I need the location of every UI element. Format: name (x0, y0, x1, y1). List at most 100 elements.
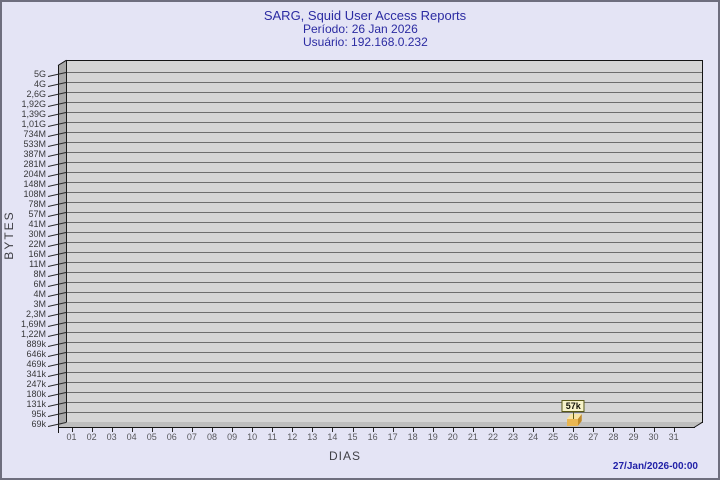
x-tick-label: 05 (146, 432, 157, 442)
x-tick-label: 02 (86, 432, 97, 442)
y-tick-label: 78M (28, 199, 46, 209)
gridline (67, 372, 702, 373)
x-tick-mark (312, 428, 314, 432)
y-tick-label: 57M (28, 209, 46, 219)
x-tick-label: 25 (548, 432, 559, 442)
gridline (67, 92, 702, 93)
x-tick-mark (472, 428, 474, 432)
y-tick-label: 69k (31, 419, 46, 429)
gridline (67, 382, 702, 383)
y-tick-label: 180k (26, 389, 46, 399)
x-tick-label: 31 (668, 432, 679, 442)
gridline (67, 272, 702, 273)
y-tick-label: 2,6G (26, 89, 46, 99)
x-tick-mark (352, 428, 354, 432)
x-tick-mark (452, 428, 454, 432)
x-tick-label: 17 (387, 432, 398, 442)
y-tick-label: 4M (33, 289, 46, 299)
y-tick-label: 889k (26, 339, 46, 349)
gridline (67, 212, 702, 213)
x-tick-label: 07 (186, 432, 197, 442)
bar[interactable] (566, 419, 578, 426)
bar-value-annotation: 57k (561, 400, 585, 412)
gridline (67, 162, 702, 163)
gridline (67, 182, 702, 183)
x-tick-label: 19 (427, 432, 438, 442)
gridline (67, 362, 702, 363)
gridline (67, 72, 702, 73)
gridline (67, 102, 702, 103)
y-tick-label: 95k (31, 409, 46, 419)
x-tick-mark (553, 428, 555, 432)
x-tick-mark (111, 428, 113, 432)
x-tick-label: 12 (287, 432, 298, 442)
y-tick-label: 646k (26, 349, 46, 359)
y-tick-label: 108M (23, 189, 46, 199)
annotation-connector (573, 411, 575, 419)
x-axis-title: DIAS (328, 449, 361, 463)
x-tick-mark (272, 428, 274, 432)
bar-top-face (566, 414, 582, 419)
gridline (67, 132, 702, 133)
y-tick-label: 4G (33, 79, 46, 89)
gridline (67, 392, 702, 393)
report-user: Usuário: 192.168.0.232 (303, 35, 428, 49)
x-tick-mark (292, 428, 294, 432)
x-tick-mark (593, 428, 595, 432)
gridline (67, 172, 702, 173)
y-tick-label: 2,3M (25, 309, 46, 319)
gridline (67, 342, 702, 343)
x-tick-label: 21 (467, 432, 478, 442)
gridline (67, 242, 702, 243)
gridline (67, 322, 702, 323)
x-tick-mark (412, 428, 414, 432)
bar-side-face (577, 414, 582, 426)
gridline (67, 142, 702, 143)
x-tick-mark (513, 428, 514, 432)
gridline (67, 112, 702, 113)
x-tick-label: 13 (307, 432, 318, 442)
gridline (67, 152, 702, 153)
x-tick-mark (191, 428, 193, 432)
x-tick-label: 03 (106, 432, 117, 442)
y-tick-label: 16M (28, 249, 46, 259)
x-tick-mark (493, 428, 494, 432)
x-tick-label: 14 (327, 432, 338, 442)
x-tick-mark (392, 428, 394, 432)
x-tick-mark (212, 428, 213, 432)
gridline (67, 412, 702, 413)
x-tick-mark (332, 428, 334, 432)
y-tick-label: 533M (23, 139, 46, 149)
gridline (67, 192, 702, 193)
y-tick-label: 6M (33, 279, 46, 289)
y-tick-label: 148M (23, 179, 46, 189)
chart-floor (58, 422, 702, 427)
gridline (67, 232, 702, 233)
y-tick-label: 41M (28, 219, 46, 229)
x-tick-mark (252, 428, 254, 432)
x-tick-label: 24 (528, 432, 539, 442)
x-tick-label: 23 (507, 432, 518, 442)
x-tick-label: 30 (648, 432, 659, 442)
y-tick-label: 30M (28, 229, 46, 239)
x-tick-label: 06 (166, 432, 177, 442)
x-tick-label: 10 (247, 432, 258, 442)
y-tick-label: 204M (23, 169, 46, 179)
y-tick-label: 5G (33, 69, 46, 79)
report-title: SARG, Squid User Access Reports (263, 8, 467, 23)
x-tick-mark (613, 428, 615, 432)
y-tick-label: 281M (23, 159, 46, 169)
y-tick-label: 341k (26, 369, 46, 379)
x-tick-label: 16 (367, 432, 378, 442)
x-tick-mark (131, 428, 133, 432)
gridline (67, 122, 702, 123)
x-tick-mark (91, 428, 93, 432)
x-tick-mark (573, 428, 575, 432)
gridline (67, 282, 702, 283)
y-tick-label: 1,69M (20, 319, 46, 329)
y-tick-label: 8M (33, 269, 46, 279)
x-tick-label: 01 (66, 432, 77, 442)
gridline (67, 312, 702, 313)
x-tick-mark (653, 428, 655, 432)
x-tick-mark (432, 428, 434, 432)
